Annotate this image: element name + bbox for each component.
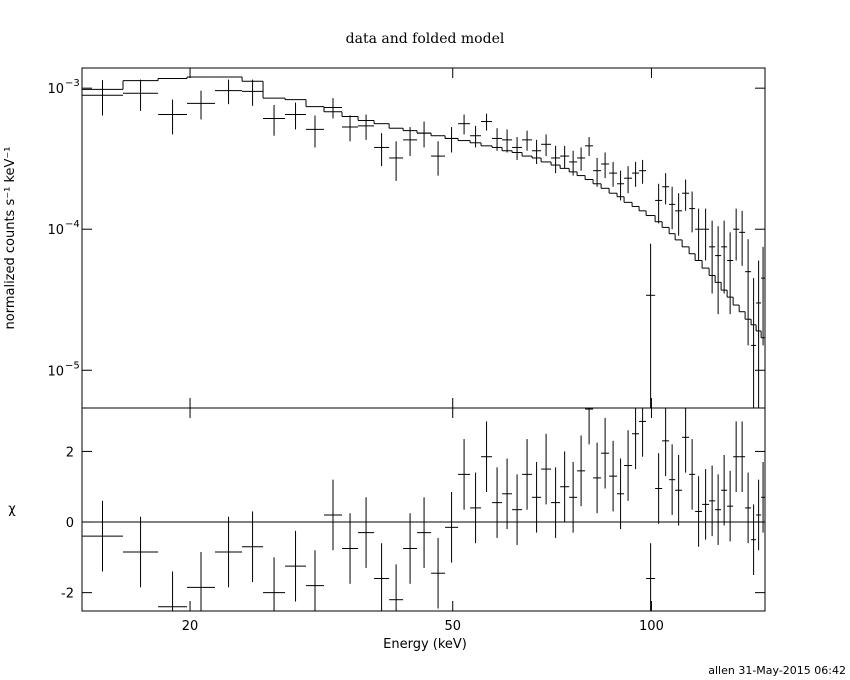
y-tick-exponent: −3: [65, 78, 80, 89]
y-tick-label: 10: [47, 223, 64, 238]
residual-plot: [82, 408, 765, 611]
plot-frame: [81, 407, 766, 612]
y-tick-exponent: −4: [65, 219, 80, 230]
y-axis-label: normalized counts s⁻¹ keV⁻¹: [3, 147, 18, 330]
x-axis-label: Energy (keV): [383, 637, 467, 652]
y-tick-label: 0: [66, 516, 74, 531]
y-axis-label: χ: [8, 502, 16, 517]
y-tick-label: -2: [61, 587, 74, 602]
chart-title: data and folded model: [346, 31, 505, 47]
x-tick-label: 100: [639, 619, 664, 634]
plot-frame: [81, 67, 766, 409]
x-tick-label: 20: [182, 619, 199, 634]
x-tick-label: 50: [444, 619, 461, 634]
y-tick-label: 10: [47, 364, 64, 379]
y-tick-exponent: −5: [65, 360, 80, 371]
top-plot: [82, 76, 765, 408]
y-tick-label: 10: [47, 82, 64, 97]
y-tick-label: 2: [66, 445, 74, 460]
footer: allen 31-May-2015 06:42: [708, 664, 846, 677]
